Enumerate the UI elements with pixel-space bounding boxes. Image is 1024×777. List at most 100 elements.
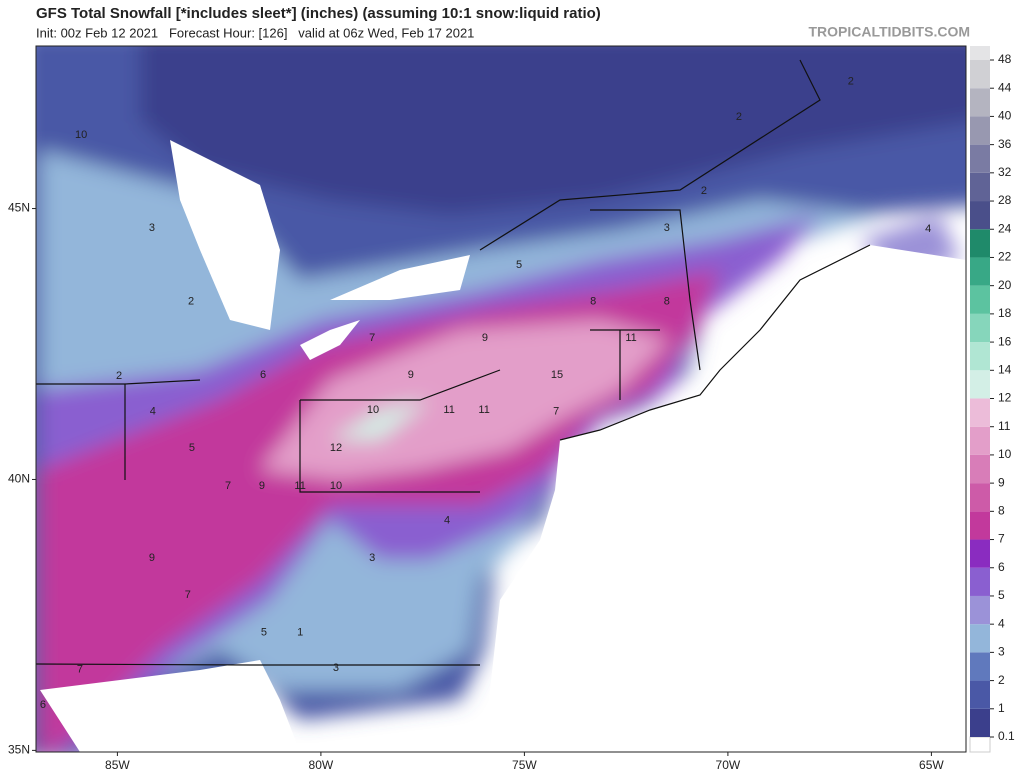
colorbar-label: 7: [998, 532, 1005, 546]
snow-amount: 11: [294, 480, 305, 492]
colorbar-label: 22: [998, 250, 1012, 264]
snow-amount: 6: [40, 699, 46, 711]
snow-amount: 10: [330, 480, 342, 492]
colorbar-segment: [970, 539, 990, 568]
colorbar-segment: [970, 88, 990, 117]
colorbar-label: 12: [998, 391, 1012, 405]
snow-amount: 3: [369, 552, 375, 564]
colorbar-segment: [970, 708, 990, 737]
colorbar-segment: [970, 257, 990, 286]
snow-amount: 10: [367, 404, 379, 416]
snow-amount: 11: [625, 332, 636, 344]
snow-amount: 11: [443, 404, 454, 416]
snow-amount: 2: [701, 185, 707, 197]
snow-amount: 11: [478, 404, 489, 416]
colorbar-segment: [970, 398, 990, 427]
colorbar-label: 18: [998, 306, 1012, 320]
watermark: TROPICALTIDBITS.COM: [808, 24, 970, 40]
map-frame: [35, 45, 967, 753]
colorbar-segment: [970, 370, 990, 399]
colorbar-label: 14: [998, 362, 1012, 376]
lake-michigan: [170, 140, 280, 330]
snow-amount: 3: [664, 222, 670, 234]
colorbar-label: 8: [998, 504, 1005, 518]
snow-amount: 8: [590, 296, 596, 308]
borders: [36, 59, 871, 666]
snow-amount: 3: [333, 662, 339, 674]
colorbar-label: 32: [998, 165, 1012, 179]
colorbar-label: 24: [998, 221, 1012, 235]
snow-amount: 9: [259, 480, 265, 492]
colorbar-segment: [970, 426, 990, 455]
lon-label: 70W: [716, 758, 741, 772]
lat-label: 45N: [8, 201, 30, 215]
snow-amount: 4: [444, 515, 450, 527]
colorbar-label: 11: [998, 419, 1011, 433]
snow-amount: 9: [149, 552, 155, 564]
colorbar-segment: [970, 60, 990, 89]
colorbar-segment: [970, 285, 990, 314]
colorbar-segment: [970, 680, 990, 709]
colorbar-segment: [970, 567, 990, 596]
lon-label: 85W: [105, 758, 130, 772]
no-snow-area: [40, 660, 300, 752]
colorbar-label: 16: [998, 334, 1012, 348]
snow-amount: 15: [551, 369, 563, 381]
colorbar-segment: [970, 201, 990, 230]
colorbar-label: 40: [998, 109, 1012, 123]
colorbar-segment: [970, 172, 990, 202]
snow-amount: 7: [369, 332, 375, 344]
colorbar-label: 9: [998, 475, 1005, 489]
colorbar-segment: [970, 454, 990, 484]
snow-amount: 7: [185, 589, 191, 601]
colorbar-label: 28: [998, 193, 1012, 207]
colorbar-segment: [970, 652, 990, 681]
snow-amount: 5: [516, 259, 522, 271]
colorbar-segment: [970, 624, 990, 653]
subtitle: Init: 00z Feb 12 2021 Forecast Hour: [12…: [36, 25, 474, 40]
snow-amount: 4: [150, 406, 156, 418]
snow-amount: 6: [260, 369, 266, 381]
colorbar-label: 3: [998, 645, 1005, 659]
colorbar-base: [969, 736, 991, 753]
snow-amount: 1: [297, 627, 303, 639]
snow-amount: 2: [188, 296, 194, 308]
lake-ontario: [330, 255, 470, 300]
snow-amount: 4: [925, 223, 931, 235]
snow-amount: 9: [482, 332, 488, 344]
colorbar-cap: [970, 46, 990, 60]
colorbar-label: 10: [998, 447, 1012, 461]
colorbar-segment: [970, 229, 990, 258]
map: [36, 46, 966, 752]
snow-amount: 10: [75, 129, 87, 141]
lon-label: 75W: [512, 758, 537, 772]
colorbar-label: 48: [998, 52, 1012, 66]
lon-label: 80W: [309, 758, 334, 772]
lat-label: 35N: [8, 743, 30, 757]
colorbar-segment: [970, 595, 990, 625]
lat-label: 40N: [8, 472, 30, 486]
snow-amount: 5: [189, 442, 195, 454]
snow-amount: 9: [408, 369, 414, 381]
snow-amount: 3: [149, 222, 155, 234]
ocean: [481, 245, 966, 752]
colorbar-label: 44: [998, 80, 1012, 94]
lake-erie: [300, 320, 360, 360]
snow-amount: 5: [261, 627, 267, 639]
title: GFS Total Snowfall [*includes sleet*] (i…: [36, 5, 601, 22]
colorbar-label: 6: [998, 560, 1005, 574]
colorbar-label: 2: [998, 673, 1005, 687]
lon-label: 65W: [919, 758, 944, 772]
snow-amount: 8: [664, 296, 670, 308]
snow-amount: 7: [77, 664, 83, 676]
colorbar-segment: [970, 116, 990, 145]
colorbar-label: 0.1: [998, 729, 1015, 743]
colorbar-label: 5: [998, 588, 1005, 602]
colorbar-segment: [970, 342, 990, 371]
colorbar-label: 36: [998, 137, 1012, 151]
snow-amount: 2: [848, 76, 854, 88]
colorbar-segment: [970, 144, 990, 173]
snow-amount: 2: [116, 370, 122, 382]
colorbar-label: 20: [998, 278, 1012, 292]
